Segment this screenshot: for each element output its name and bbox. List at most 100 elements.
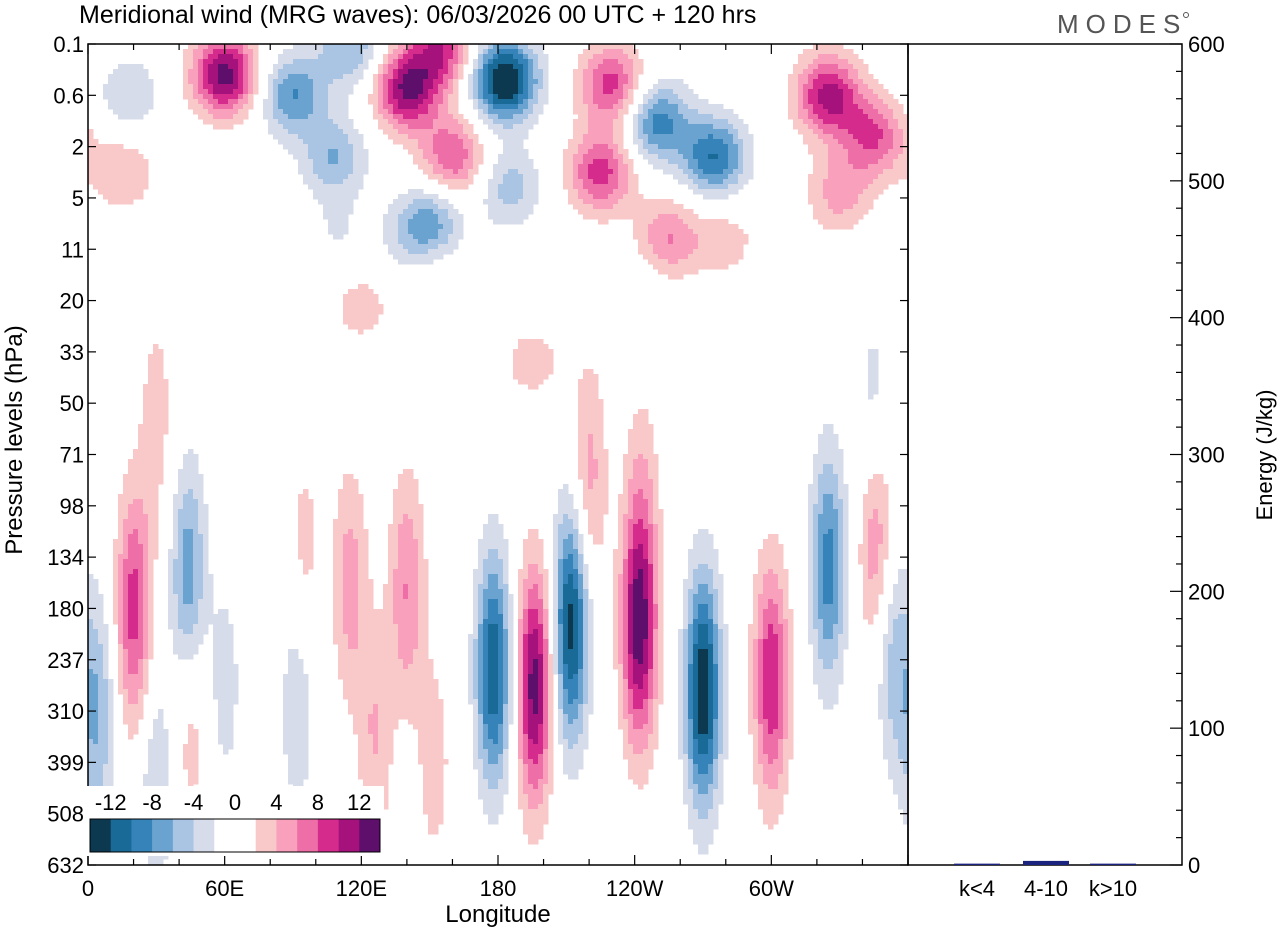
field-cell — [188, 79, 194, 85]
field-cell — [558, 524, 564, 530]
field-cell — [608, 214, 614, 220]
field-cell — [143, 454, 149, 460]
field-cell — [313, 149, 319, 155]
field-cell — [508, 139, 514, 145]
field-cell — [803, 139, 809, 145]
field-cell — [633, 84, 639, 90]
field-cell — [103, 179, 109, 185]
field-cell — [428, 224, 434, 230]
field-cell — [583, 49, 589, 55]
field-cell — [473, 84, 479, 90]
field-cell — [823, 159, 829, 165]
field-cell — [193, 69, 199, 75]
field-cell — [428, 199, 434, 205]
field-cell — [638, 129, 644, 135]
field-cell — [788, 74, 794, 80]
field-cell — [583, 409, 589, 415]
field-cell — [803, 54, 809, 60]
field-cell — [518, 184, 524, 190]
field-cell — [488, 189, 494, 195]
field-cell — [833, 129, 839, 135]
field-cell — [633, 219, 639, 225]
field-cell — [193, 54, 199, 60]
field-cell — [593, 404, 599, 410]
field-cell — [648, 239, 654, 245]
field-cell — [263, 104, 269, 110]
field-cell — [828, 494, 834, 500]
field-cell — [878, 104, 884, 110]
field-cell — [313, 94, 319, 100]
field-cell — [178, 519, 184, 525]
field-cell — [418, 534, 424, 540]
field-cell — [848, 214, 854, 220]
field-cell — [828, 214, 834, 220]
field-cell — [493, 164, 499, 170]
field-cell — [838, 139, 844, 145]
field-cell — [638, 419, 644, 425]
field-cell — [423, 59, 429, 65]
field-cell — [838, 204, 844, 210]
field-cell — [673, 264, 679, 270]
field-cell — [848, 224, 854, 230]
field-cell — [858, 79, 864, 85]
field-cell — [343, 164, 349, 170]
field-cell — [898, 109, 904, 115]
field-cell — [433, 54, 439, 60]
field-cell — [428, 104, 434, 110]
field-cell — [698, 239, 704, 245]
field-cell — [518, 144, 524, 150]
field-cell — [128, 464, 134, 470]
field-cell — [178, 489, 184, 495]
field-cell — [313, 164, 319, 170]
field-cell — [313, 79, 319, 85]
field-cell — [373, 294, 379, 300]
field-cell — [138, 434, 144, 440]
field-cell — [538, 89, 544, 95]
field-cell — [818, 134, 824, 140]
field-cell — [533, 84, 539, 90]
field-cell — [428, 109, 434, 115]
field-cell — [608, 59, 614, 65]
field-cell — [678, 174, 684, 180]
field-cell — [693, 164, 699, 170]
field-cell — [618, 204, 624, 210]
field-cell — [533, 64, 539, 70]
field-cell — [198, 74, 204, 80]
field-cell — [593, 189, 599, 195]
field-cell — [868, 529, 874, 535]
field-cell — [588, 59, 594, 65]
field-cell — [358, 304, 364, 310]
field-cell — [818, 129, 824, 135]
field-cell — [868, 494, 874, 500]
field-cell — [818, 529, 824, 535]
field-cell — [588, 54, 594, 60]
field-cell — [668, 169, 674, 175]
field-cell — [453, 129, 459, 135]
field-cell — [483, 94, 489, 100]
field-cell — [213, 64, 219, 70]
field-cell — [803, 119, 809, 125]
field-cell — [343, 114, 349, 120]
field-cell — [593, 379, 599, 385]
field-cell — [133, 494, 139, 500]
field-cell — [578, 109, 584, 115]
field-cell — [623, 509, 629, 515]
field-cell — [713, 239, 719, 245]
field-cell — [488, 209, 494, 215]
field-cell — [223, 94, 229, 100]
field-cell — [533, 344, 539, 350]
field-cell — [833, 469, 839, 475]
field-cell — [298, 64, 304, 70]
field-cell — [348, 324, 354, 330]
field-cell — [643, 244, 649, 250]
field-cell — [373, 79, 379, 85]
field-cell — [138, 439, 144, 445]
field-cell — [658, 114, 664, 120]
field-cell — [703, 149, 709, 155]
field-cell — [443, 154, 449, 160]
field-cell — [613, 114, 619, 120]
field-cell — [738, 254, 744, 260]
field-cell — [233, 49, 239, 55]
field-cell — [658, 234, 664, 240]
field-cell — [573, 119, 579, 125]
